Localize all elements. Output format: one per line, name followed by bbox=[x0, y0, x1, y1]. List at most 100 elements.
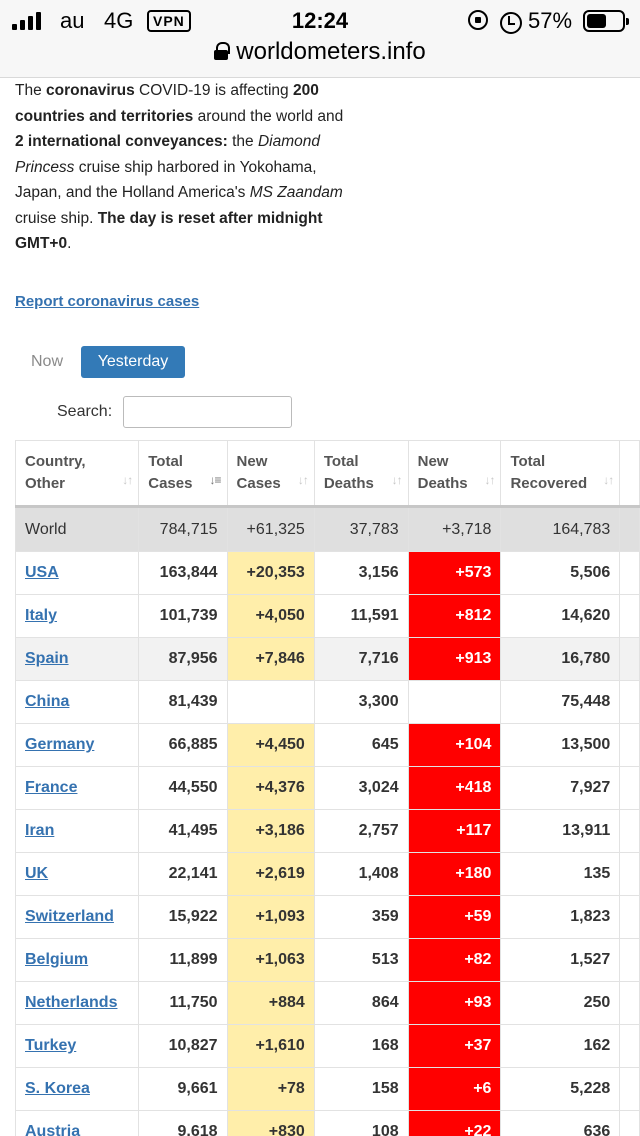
cell-total-deaths: 1,408 bbox=[313, 852, 409, 896]
cell-new-deaths: +82 bbox=[407, 938, 502, 982]
battery-percent: 57% bbox=[528, 8, 573, 33]
battery-fill bbox=[587, 14, 606, 28]
cell-country: Italy bbox=[14, 594, 140, 638]
network-type: 4G bbox=[104, 8, 134, 33]
cell-new-deaths: +93 bbox=[407, 981, 502, 1025]
cell-total-cases: 66,885 bbox=[138, 723, 228, 767]
header-total-cases[interactable]: Total Cases ↓≡ bbox=[138, 440, 228, 507]
intro-text: cruise ship. bbox=[15, 209, 98, 227]
header-line: Cases bbox=[236, 475, 281, 492]
country-link[interactable]: China bbox=[25, 693, 70, 710]
cell-total-cases: 9,661 bbox=[138, 1067, 228, 1111]
country-link[interactable]: Belgium bbox=[25, 951, 89, 968]
cases-table: Country, Other ↓↑ Total Cases ↓≡ New Cases ↓↑ … bbox=[14, 440, 640, 1136]
cell-new-cases: +1,063 bbox=[226, 938, 315, 982]
country-link[interactable]: S. Korea bbox=[25, 1080, 90, 1097]
signal-bars-icon bbox=[12, 10, 41, 30]
cell-country: UK bbox=[14, 852, 140, 896]
cell-total-cases: 22,141 bbox=[138, 852, 228, 896]
intro-text: around the world and bbox=[193, 107, 344, 125]
country-link[interactable]: Netherlands bbox=[25, 994, 118, 1011]
cell-new-cases: +61,325 bbox=[226, 505, 315, 552]
lock-icon bbox=[214, 42, 231, 60]
search-input[interactable] bbox=[123, 396, 292, 428]
intro-text: The bbox=[15, 82, 47, 99]
tab-yesterday[interactable]: Yesterday bbox=[81, 346, 185, 378]
header-line: Deaths bbox=[323, 475, 374, 492]
table-row: Austria 9,618 +830 108 +22 636 bbox=[14, 1110, 640, 1136]
url-domain: worldometers.info bbox=[236, 38, 426, 65]
header-new-deaths[interactable]: New Deaths ↓↑ bbox=[407, 440, 502, 507]
url-bar[interactable]: worldometers.info bbox=[0, 38, 640, 74]
table-row: China 81,439 3,300 75,448 bbox=[14, 680, 640, 724]
country-link[interactable]: USA bbox=[25, 564, 59, 581]
cell-new-cases: +1,093 bbox=[226, 895, 315, 939]
cell-total-recovered: 16,780 bbox=[500, 637, 621, 681]
country-link[interactable]: UK bbox=[25, 865, 49, 882]
intro-bold: coronavirus bbox=[46, 82, 135, 99]
report-cases-link[interactable]: Report coronavirus cases bbox=[15, 293, 200, 310]
country-link[interactable]: Switzerland bbox=[25, 908, 114, 925]
country-link[interactable]: France bbox=[25, 779, 78, 796]
cell-overflow bbox=[619, 1067, 640, 1111]
cell-new-cases: +7,846 bbox=[226, 637, 315, 681]
cell-new-deaths: +418 bbox=[407, 766, 502, 810]
country-link[interactable]: Austria bbox=[25, 1123, 81, 1136]
world-total-row: World 784,715 +61,325 37,783 +3,718 164,… bbox=[14, 505, 640, 552]
header-line: Deaths bbox=[417, 475, 468, 492]
cell-new-deaths: +22 bbox=[407, 1110, 502, 1136]
table-row: Turkey 10,827 +1,610 168 +37 162 bbox=[14, 1024, 640, 1068]
cell-country: Austria bbox=[14, 1110, 140, 1136]
header-country[interactable]: Country, Other ↓↑ bbox=[14, 440, 140, 507]
country-link[interactable]: Spain bbox=[25, 650, 69, 667]
country-link[interactable]: Turkey bbox=[25, 1037, 77, 1054]
cell-country: World bbox=[14, 505, 140, 552]
header-new-cases[interactable]: New Cases ↓↑ bbox=[226, 440, 315, 507]
header-line: Other bbox=[25, 475, 66, 492]
table-row: UK 22,141 +2,619 1,408 +180 135 bbox=[14, 852, 640, 896]
carrier-name: au bbox=[60, 8, 85, 33]
cell-total-cases: 9,618 bbox=[138, 1110, 228, 1136]
cell-total-cases: 87,956 bbox=[138, 637, 228, 681]
cell-new-cases: +78 bbox=[226, 1067, 315, 1111]
cell-new-deaths: +6 bbox=[407, 1067, 502, 1111]
country-link[interactable]: Iran bbox=[25, 822, 55, 839]
intro-paragraph: The coronavirus COVID-19 is affecting 20… bbox=[15, 78, 345, 257]
vpn-badge: VPN bbox=[147, 10, 191, 32]
sort-icon: ↓↑ bbox=[297, 473, 309, 487]
header-total-recovered[interactable]: Total Recovered ↓↑ bbox=[500, 440, 621, 507]
cell-total-cases: 163,844 bbox=[138, 551, 228, 595]
cell-new-cases: +4,376 bbox=[226, 766, 315, 810]
cell-new-deaths: +3,718 bbox=[407, 505, 502, 552]
cell-total-deaths: 359 bbox=[313, 895, 409, 939]
intro-bold: 2 international conveyances: bbox=[15, 133, 228, 150]
cell-total-deaths: 11,591 bbox=[313, 594, 409, 638]
table-row: S. Korea 9,661 +78 158 +6 5,228 bbox=[14, 1067, 640, 1111]
header-total-deaths[interactable]: Total Deaths ↓↑ bbox=[313, 440, 409, 507]
cell-overflow bbox=[619, 895, 640, 939]
cell-overflow bbox=[619, 637, 640, 681]
status-bar: au 4G VPN 12:24 57% bbox=[0, 0, 640, 40]
table-row: Iran 41,495 +3,186 2,757 +117 13,911 bbox=[14, 809, 640, 853]
cell-total-recovered: 13,500 bbox=[500, 723, 621, 767]
cell-total-recovered: 13,911 bbox=[500, 809, 621, 853]
cell-new-cases: +20,353 bbox=[226, 551, 315, 595]
country-link[interactable]: Germany bbox=[25, 736, 95, 753]
sort-icon: ↓↑ bbox=[484, 473, 495, 487]
cell-overflow bbox=[619, 680, 640, 724]
cell-country: Belgium bbox=[14, 938, 140, 982]
header-line: Cases bbox=[148, 475, 193, 492]
cell-total-cases: 15,922 bbox=[138, 895, 228, 939]
cell-total-cases: 11,899 bbox=[138, 938, 228, 982]
header-line: Country, bbox=[25, 453, 86, 470]
cell-country: Germany bbox=[14, 723, 140, 767]
cell-total-recovered: 1,823 bbox=[500, 895, 621, 939]
cell-country: Turkey bbox=[14, 1024, 140, 1068]
country-link[interactable]: Italy bbox=[25, 607, 58, 624]
cell-total-cases: 10,827 bbox=[138, 1024, 228, 1068]
cell-total-deaths: 108 bbox=[313, 1110, 409, 1136]
cell-overflow bbox=[619, 809, 640, 853]
tab-now[interactable]: Now bbox=[30, 353, 63, 370]
cell-new-cases: +4,450 bbox=[226, 723, 315, 767]
header-line: New bbox=[417, 453, 449, 470]
